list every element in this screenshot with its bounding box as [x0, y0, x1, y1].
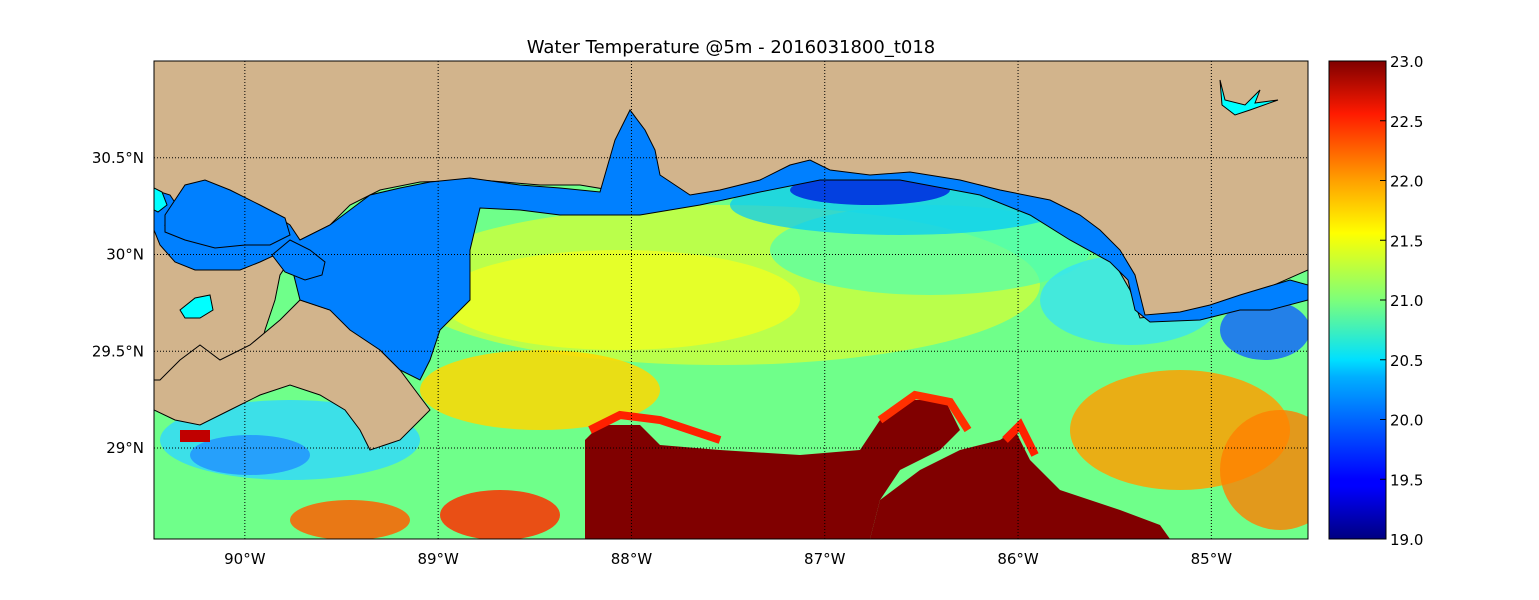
colorbar-tick-label: 19.5 — [1390, 471, 1423, 489]
colorbar-tick-label: 22.5 — [1390, 113, 1423, 131]
chart-title: Water Temperature @5m - 2016031800_t018 — [527, 37, 936, 58]
lake-seminole — [1219, 79, 1279, 116]
y-tick-label: 30°N — [106, 246, 144, 264]
inland-water — [154, 109, 1308, 381]
colorbar-tick-label: 19.0 — [1390, 531, 1423, 549]
plot-frame — [153, 60, 1309, 540]
x-tick-label: 89°W — [417, 550, 459, 568]
x-tick-label: 88°W — [611, 550, 653, 568]
colorbar-ticks: 19.0 19.5 20.0 20.5 21.0 21.5 22.0 22.5 23.0 — [1380, 53, 1423, 549]
lake-small — [179, 294, 214, 319]
lake-maurepas — [271, 239, 326, 281]
colorbar-tick-label: 21.5 — [1390, 232, 1423, 250]
temperature-field — [160, 175, 1308, 539]
colorbar-tick-label: 21.0 — [1390, 292, 1423, 310]
y-axis-ticks: 29°N 29.5°N 30°N 30.5°N — [92, 149, 144, 457]
map-area — [154, 61, 1308, 539]
grid-lines — [154, 61, 1308, 539]
x-tick-label: 87°W — [804, 550, 846, 568]
x-tick-label: 86°W — [997, 550, 1039, 568]
x-tick-label: 85°W — [1191, 550, 1233, 568]
y-tick-label: 30.5°N — [92, 149, 144, 167]
colorbar — [1328, 60, 1387, 540]
colorbar-tick-label: 20.0 — [1390, 412, 1423, 430]
x-axis-ticks: 90°W 89°W 88°W 87°W 86°W 85°W — [224, 550, 1232, 568]
y-tick-label: 29°N — [106, 439, 144, 457]
y-tick-label: 29.5°N — [92, 342, 144, 360]
lake-pontchartrain — [164, 179, 291, 249]
lake-west — [154, 187, 168, 213]
colorbar-tick-label: 20.5 — [1390, 352, 1423, 370]
x-tick-label: 90°W — [224, 550, 266, 568]
colorbar-tick-label: 23.0 — [1390, 53, 1423, 71]
colorbar-tick-label: 22.0 — [1390, 173, 1423, 191]
